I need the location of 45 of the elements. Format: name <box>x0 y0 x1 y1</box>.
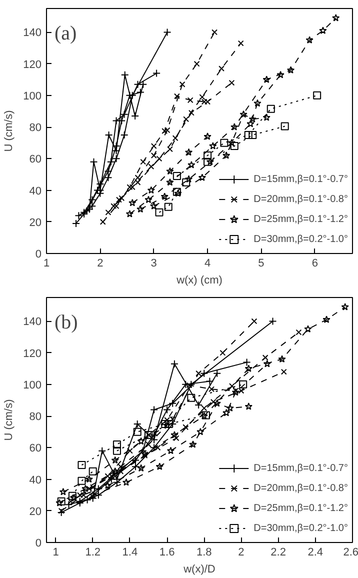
legend-label: D=20mm,β=0.1°-0.8° <box>254 194 348 204</box>
y-axis-title: U (cm/s) <box>3 399 16 441</box>
y-tick-label: 0 <box>35 538 42 550</box>
y-tick-label: 80 <box>29 122 42 134</box>
legend-label: D=30mm,β=0.2°-1.0° <box>254 234 348 244</box>
x-axis-title: w(x) (cm) <box>176 274 222 286</box>
x-tick-label: 2.2 <box>270 546 286 558</box>
legend-label: D=20mm,β=0.1°-0.8° <box>254 482 348 494</box>
annotation: (b) <box>54 312 78 334</box>
legend-label: D=25mm,β=0.1°-1.2° <box>254 502 348 514</box>
x-tick-label: 5 <box>258 258 264 270</box>
x-tick-label: 2.4 <box>308 546 324 558</box>
legend-label: D=15mm,β=0.1°-0.7° <box>254 174 348 184</box>
x-tick-label: 1.2 <box>85 546 101 558</box>
x-tick-label: 4 <box>204 258 211 270</box>
x-tick-label: 1.8 <box>196 546 212 558</box>
y-tick-label: 40 <box>29 185 42 198</box>
legend-label: D=25mm,β=0.1°-1.2° <box>254 214 348 224</box>
x-tick-label: 1 <box>52 546 59 558</box>
x-axis-title: w(x)/D <box>182 564 216 576</box>
annotation: (a) <box>54 22 77 44</box>
x-tick-label: 2 <box>97 258 104 270</box>
x-tick-label: 1 <box>43 258 50 270</box>
x-tick-label: 2 <box>238 546 244 558</box>
y-tick-label: 20 <box>29 506 42 518</box>
y-tick-label: 80 <box>29 411 42 424</box>
y-axis-title: U (cm/s) <box>3 110 16 152</box>
y-tick-label: 100 <box>23 379 42 392</box>
legend-label: D=30mm,β=0.2°-1.0° <box>254 522 348 534</box>
x-tick-label: 6 <box>312 258 318 270</box>
y-tick-label: 140 <box>23 27 42 40</box>
legend-label: D=15mm,β=0.1°-0.7° <box>254 462 348 474</box>
y-tick-label: 100 <box>23 90 42 102</box>
y-tick-label: 60 <box>29 154 42 166</box>
y-tick-label: 0 <box>35 248 42 260</box>
y-tick-label: 120 <box>23 348 42 360</box>
x-tick-label: 1.6 <box>159 546 175 558</box>
y-tick-label: 60 <box>29 442 42 455</box>
x-tick-label: 3 <box>150 258 157 270</box>
y-tick-label: 140 <box>23 316 42 328</box>
x-tick-label: 2.6 <box>343 546 358 558</box>
x-tick-label: 1.4 <box>122 546 138 558</box>
y-tick-label: 40 <box>29 474 42 486</box>
y-tick-label: 120 <box>23 58 42 71</box>
y-tick-label: 20 <box>29 216 42 229</box>
